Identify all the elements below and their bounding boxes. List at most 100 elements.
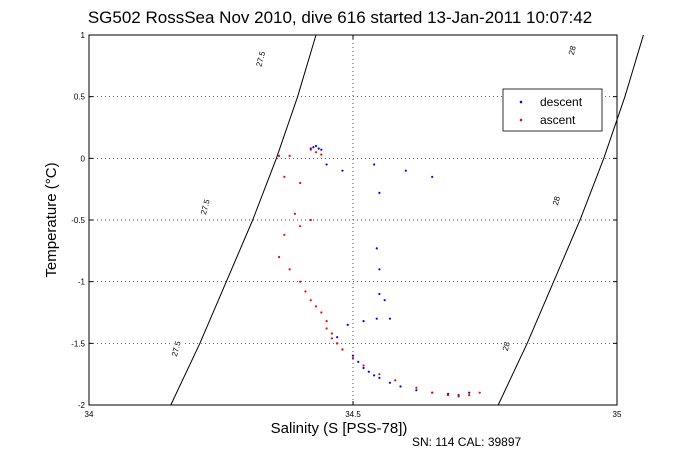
descent-point <box>378 292 381 296</box>
descent-point <box>373 374 376 377</box>
descent-point <box>388 317 392 320</box>
ascent-point <box>299 181 302 185</box>
descent-point <box>388 381 392 384</box>
descent-point <box>378 376 381 379</box>
ascent-point <box>314 305 318 308</box>
y-tick-label: 1 <box>81 31 86 40</box>
descent-point <box>404 169 407 172</box>
descent-point <box>357 360 360 363</box>
x-axis-label: Salinity (S [PSS-78]) <box>271 420 408 437</box>
ascent-point <box>415 386 418 389</box>
ascent-point <box>378 373 381 376</box>
descent-point <box>415 389 418 392</box>
ticks: 34 34.5 35 -2 -1.5 -1 -0.5 0 0.5 1 <box>71 31 622 419</box>
legend-label-ascent: ascent <box>540 113 576 127</box>
ascent-point <box>330 332 333 335</box>
ascent-point <box>446 394 450 397</box>
descent-point <box>375 317 378 320</box>
descent-point <box>383 299 386 302</box>
ascent-point <box>341 348 344 351</box>
legend-label-descent: descent <box>540 95 583 109</box>
ascent-point <box>330 337 333 340</box>
descent-point <box>336 336 339 339</box>
descent-point <box>399 385 402 388</box>
descent-point <box>341 169 344 172</box>
ascent-point <box>320 311 323 314</box>
ascent-point <box>309 148 312 151</box>
isopycnal-label-text: 28 <box>567 44 578 55</box>
data-points <box>277 144 481 398</box>
descent-point <box>375 247 378 250</box>
isopycnal-label: 28 <box>565 40 580 61</box>
descent-point <box>314 144 318 148</box>
y-tick-label: 0 <box>81 154 86 163</box>
ascent-point <box>394 379 397 382</box>
descent-point <box>362 320 365 323</box>
isopycnal-label: 28 <box>549 190 564 211</box>
descent-point <box>325 163 328 166</box>
ascent-point <box>299 280 302 283</box>
isopycnal-label: 27.5 <box>254 49 268 69</box>
isopycnal-label-text: 28 <box>501 340 512 351</box>
descent-point <box>312 146 315 149</box>
ascent-point <box>325 327 328 330</box>
ascent-point <box>277 154 281 157</box>
ascent-point <box>288 154 291 157</box>
y-tick-label: -0.5 <box>71 216 85 225</box>
descent-point <box>431 175 434 178</box>
ascent-point <box>314 151 318 154</box>
isopycnal-label-text: 27.5 <box>254 50 267 68</box>
descent-point <box>378 191 381 194</box>
descent-point <box>373 163 376 166</box>
legend-marker-descent <box>519 100 523 104</box>
ascent-point <box>283 233 286 236</box>
y-tick-label: -1 <box>78 278 86 287</box>
ascent-point <box>478 391 481 394</box>
ascent-point <box>336 342 339 345</box>
legend: descent ascent <box>502 88 603 132</box>
isopycnal-label: 27.5 <box>198 197 213 217</box>
y-axis-label: Temperature (°C) <box>43 162 60 277</box>
isopycnal-line <box>170 34 317 406</box>
y-tick-label: -1.5 <box>71 339 85 348</box>
ascent-point <box>468 394 471 397</box>
descent-point <box>468 391 471 394</box>
descent-point <box>320 148 323 151</box>
ascent-point <box>283 175 286 178</box>
y-tick-label: 0.5 <box>74 93 86 102</box>
ascent-point <box>325 320 328 323</box>
descent-point <box>351 354 355 357</box>
legend-box <box>502 88 603 132</box>
isopycnal-label: 28 <box>499 336 514 357</box>
isopycnal-label: 27.5 <box>169 338 184 359</box>
chart-title: SG502 RossSea Nov 2010, dive 616 started… <box>88 8 592 27</box>
isopycnal-label-text: 28 <box>551 195 562 206</box>
ascent-point <box>309 299 312 302</box>
ascent-point <box>288 268 291 271</box>
x-tick-label: 35 <box>613 410 622 419</box>
isopycnal-label-text: 27.5 <box>199 198 212 216</box>
footnote: SN: 114 CAL: 39897 <box>412 435 522 449</box>
ascent-point <box>320 153 323 156</box>
ascent-point <box>309 218 312 222</box>
descent-point <box>378 268 381 271</box>
legend-marker-ascent <box>519 118 523 122</box>
ascent-point <box>351 357 355 360</box>
x-tick-label: 34 <box>85 410 94 419</box>
descent-point <box>317 147 320 150</box>
ascent-point <box>362 364 365 367</box>
ascent-point <box>299 225 302 228</box>
descent-point <box>367 370 370 373</box>
descent-point <box>346 323 349 326</box>
x-tick-label: 34.5 <box>345 410 361 419</box>
isopycnal-line <box>497 34 644 406</box>
ascent-point <box>457 395 460 398</box>
ascent-point <box>293 212 297 215</box>
isopycnal-label-text: 27.5 <box>170 340 183 358</box>
ascent-point <box>304 290 307 293</box>
y-tick-label: -2 <box>78 401 86 410</box>
descent-point <box>362 366 365 370</box>
ascent-point <box>277 255 281 259</box>
ascent-point <box>431 391 434 394</box>
